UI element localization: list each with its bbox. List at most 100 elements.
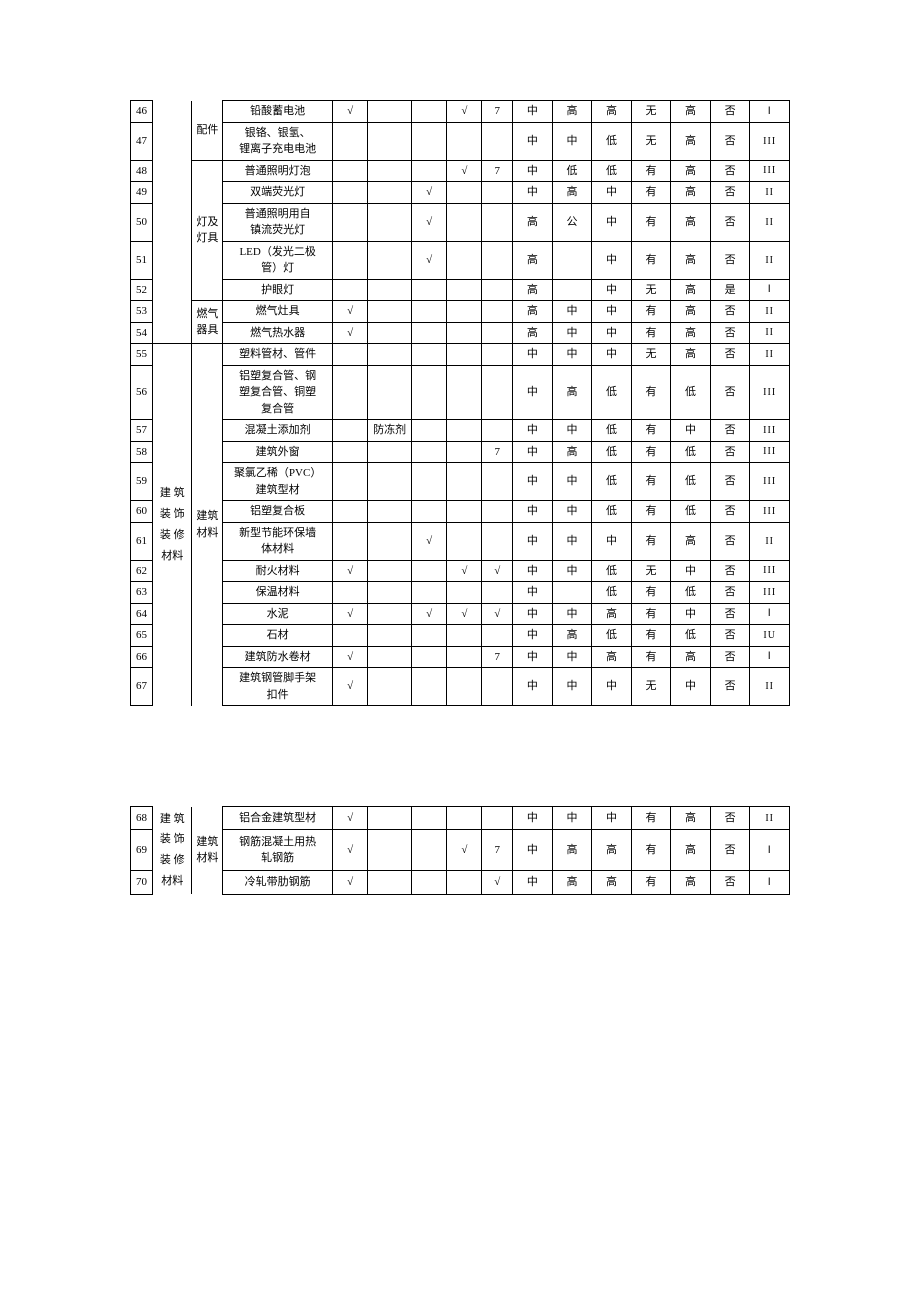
table-cell (368, 501, 412, 523)
table-cell (368, 101, 412, 123)
table-cell: 否 (710, 582, 750, 604)
table-cell: 中 (513, 646, 553, 668)
table-cell: 否 (710, 603, 750, 625)
table-cell: II (750, 203, 790, 241)
table-cell: 有 (631, 301, 671, 323)
table-cell: √ (482, 560, 513, 582)
table-cell: 中 (592, 668, 632, 706)
table-cell: 低 (671, 463, 711, 501)
table-cell: 65 (131, 625, 153, 647)
table-cell: 高 (552, 441, 592, 463)
table-cell: II (750, 301, 790, 323)
table-cell: 中 (552, 420, 592, 442)
table-cell (368, 203, 412, 241)
table-cell: 有 (631, 501, 671, 523)
table-cell: 否 (710, 871, 750, 894)
table-cell: √ (333, 668, 368, 706)
table-cell: 铝塑复合管、钢塑复合管、铜塑复合管 (223, 365, 333, 420)
table-cell: 中 (513, 365, 553, 420)
table-cell: 否 (710, 668, 750, 706)
table-cell: 普通照明灯泡 (223, 160, 333, 182)
table-cell: 7 (482, 646, 513, 668)
table-row: 46配件铅酸蓄电池√√7中高高无高否Ⅰ (131, 101, 790, 123)
table-cell: 中 (513, 441, 553, 463)
table-cell (368, 160, 412, 182)
table-cell: 有 (631, 365, 671, 420)
table-cell (447, 463, 482, 501)
table-cell: 47 (131, 122, 153, 160)
table-cell (412, 122, 447, 160)
table-cell: 燃气灶具 (223, 301, 333, 323)
table-cell (412, 322, 447, 344)
table-row: 69钢筋混凝土用热轧钢筋√√7中高高有高否Ⅰ (131, 830, 790, 871)
table-cell: 62 (131, 560, 153, 582)
table-cell: 53 (131, 301, 153, 323)
table-cell (368, 668, 412, 706)
table-cell: √ (412, 182, 447, 204)
table-cell: 中 (552, 463, 592, 501)
table-cell (482, 420, 513, 442)
table-cell (412, 625, 447, 647)
table-cell (412, 279, 447, 301)
table-cell: 高 (671, 241, 711, 279)
table-cell: 否 (710, 301, 750, 323)
table-cell: 7 (482, 830, 513, 871)
table-cell (447, 582, 482, 604)
table-cell (482, 301, 513, 323)
table-cell: 有 (631, 522, 671, 560)
table-cell: 68 (131, 807, 153, 830)
table-cell: 高 (552, 365, 592, 420)
table-cell (333, 365, 368, 420)
table-cell: 石材 (223, 625, 333, 647)
table-cell (482, 501, 513, 523)
table-cell (333, 203, 368, 241)
table-cell (447, 365, 482, 420)
table-cell: 中 (513, 830, 553, 871)
table-cell: 无 (631, 122, 671, 160)
table-cell: 否 (710, 365, 750, 420)
table-cell: 7 (482, 160, 513, 182)
table-cell: 新型节能环保墙体材料 (223, 522, 333, 560)
table-cell (447, 668, 482, 706)
table-cell: √ (447, 603, 482, 625)
table-cell (368, 441, 412, 463)
table-cell: 否 (710, 625, 750, 647)
table-cell: II (750, 807, 790, 830)
table-row: 68建 筑装 饰装 修材料建筑材料铝合金建筑型材√中中中有高否II (131, 807, 790, 830)
table-cell: 高 (513, 203, 553, 241)
table-cell: 中 (552, 501, 592, 523)
table-cell: 灯及灯具 (192, 160, 223, 301)
table-cell: 7 (482, 101, 513, 123)
table-cell: 否 (710, 501, 750, 523)
table-cell: 低 (592, 582, 632, 604)
table-cell: √ (333, 560, 368, 582)
table-cell: √ (333, 101, 368, 123)
table-cell: 中 (552, 344, 592, 366)
table-cell: 有 (631, 582, 671, 604)
table-b: 68建 筑装 饰装 修材料建筑材料铝合金建筑型材√中中中有高否II69钢筋混凝土… (130, 806, 790, 895)
table-cell: II (750, 182, 790, 204)
table-cell: 双端荧光灯 (223, 182, 333, 204)
table-cell: 否 (710, 203, 750, 241)
table-cell: 塑料管材、管件 (223, 344, 333, 366)
table-cell: 高 (671, 522, 711, 560)
table-cell: Ⅰ (750, 279, 790, 301)
table-cell: 有 (631, 807, 671, 830)
table-cell: 中 (513, 463, 553, 501)
table-cell (482, 522, 513, 560)
table-cell: 低 (592, 625, 632, 647)
table-cell (368, 807, 412, 830)
table-cell (368, 603, 412, 625)
table-cell: 低 (671, 625, 711, 647)
table-row: 56铝塑复合管、钢塑复合管、铜塑复合管中高低有低否III (131, 365, 790, 420)
table-cell: 中 (552, 322, 592, 344)
table-cell: 有 (631, 241, 671, 279)
table-cell: 公 (552, 203, 592, 241)
table-row: 70冷轧带肋钢筋√√中高高有高否Ⅰ (131, 871, 790, 894)
table-cell: 63 (131, 582, 153, 604)
table-cell (412, 560, 447, 582)
table-cell: 61 (131, 522, 153, 560)
table-cell: 护眼灯 (223, 279, 333, 301)
table-cell: 中 (513, 668, 553, 706)
table-cell (368, 830, 412, 871)
